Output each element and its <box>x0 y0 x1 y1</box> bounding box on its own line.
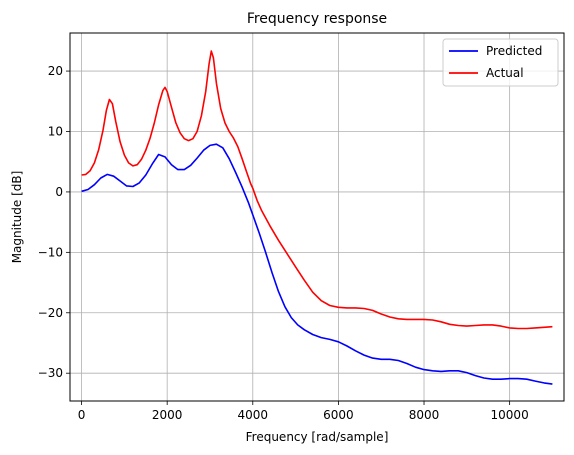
y-axis-label: Magnitude [dB] <box>10 171 24 264</box>
series-layer <box>81 50 553 385</box>
legend: Predicted Actual <box>442 38 559 87</box>
y-axis-ticks: −30 −20 −10 0 10 20 <box>38 64 70 380</box>
x-tick-label: 0 <box>78 408 86 422</box>
legend-label-predicted: Predicted <box>486 44 542 58</box>
y-tick-label: 0 <box>55 185 63 199</box>
x-axis-label: Frequency [rad/sample] <box>246 430 389 444</box>
y-tick-label: −20 <box>38 306 63 320</box>
y-tick-label: 10 <box>48 124 63 138</box>
series-line-predicted <box>81 143 553 385</box>
legend-label-actual: Actual <box>486 66 524 80</box>
x-tick-label: 8000 <box>409 408 440 422</box>
x-tick-label: 10000 <box>491 408 529 422</box>
x-tick-label: 2000 <box>152 408 183 422</box>
x-axis-ticks: 0 2000 4000 6000 8000 10000 <box>78 401 529 422</box>
y-tick-label: −30 <box>38 366 63 380</box>
grid <box>70 33 564 401</box>
series-line-actual <box>81 50 553 330</box>
plot-frame <box>69 32 565 402</box>
chart-title: Frequency response <box>247 11 387 27</box>
x-tick-label: 4000 <box>238 408 269 422</box>
y-tick-label: −10 <box>38 245 63 259</box>
y-tick-label: 20 <box>48 64 63 78</box>
x-tick-label: 6000 <box>323 408 354 422</box>
